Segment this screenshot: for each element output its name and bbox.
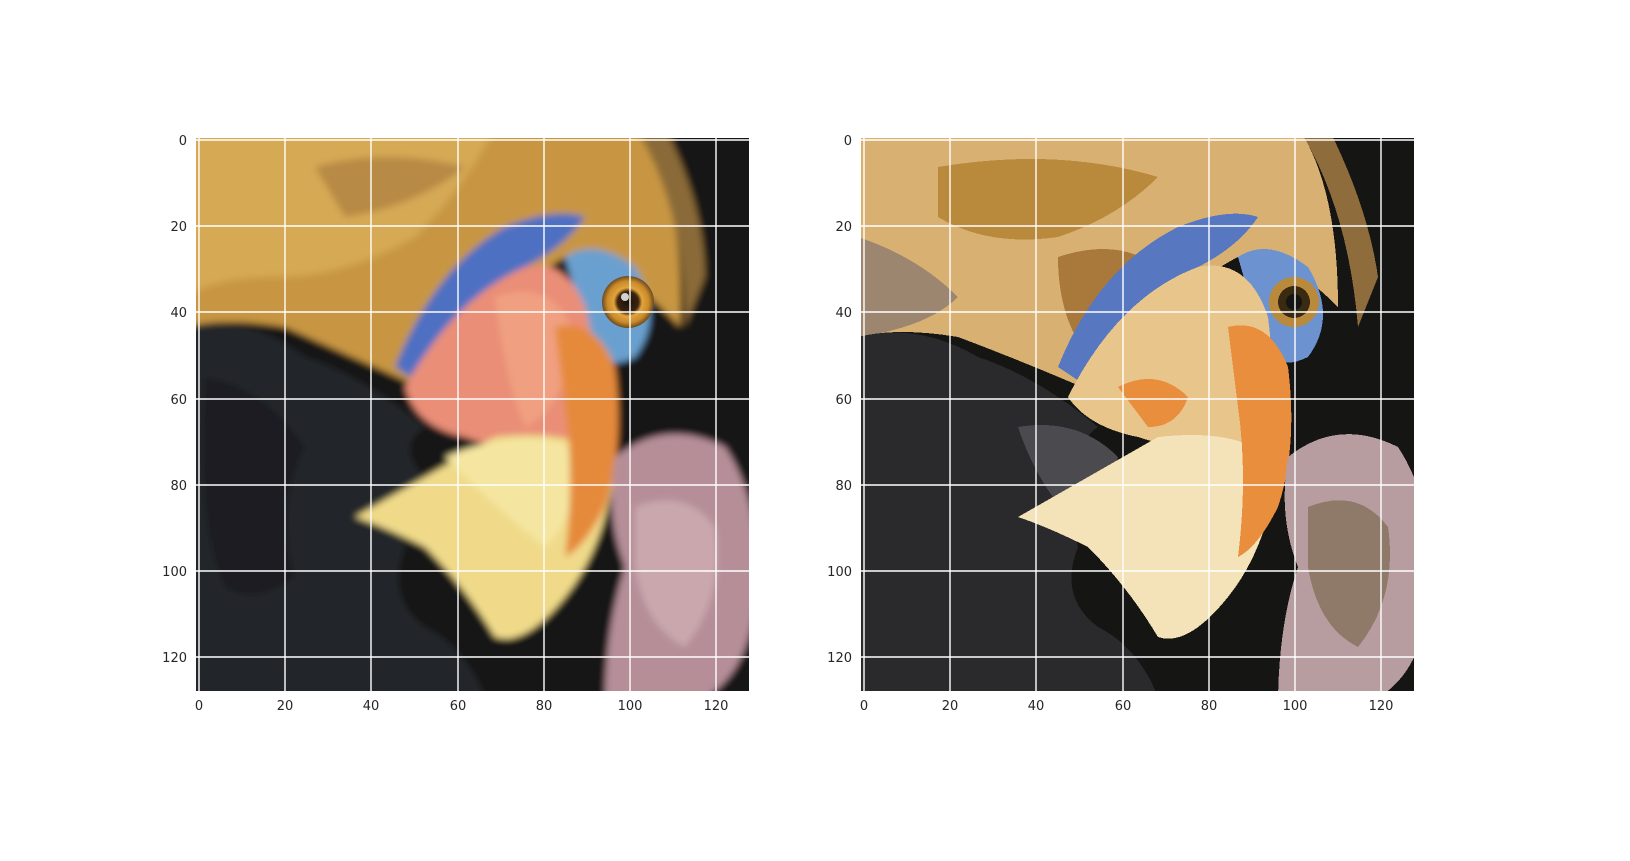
quantized-x-ticks: 0 20 40 60 80 100 120 [860, 699, 1394, 714]
original-y-ticks: 0 20 40 60 80 100 120 [162, 134, 187, 666]
y-tick-label: 20 [170, 220, 187, 235]
y-tick-label: 20 [835, 220, 852, 235]
y-tick-label: 80 [835, 479, 852, 494]
y-tick-label: 60 [835, 393, 852, 408]
quantized-image-axes: 0 20 40 60 80 100 120 0 20 40 60 80 100 … [827, 134, 1414, 714]
quantized-y-ticks: 0 20 40 60 80 100 120 [827, 134, 852, 666]
y-tick-label: 80 [170, 479, 187, 494]
original-x-ticks: 0 20 40 60 80 100 120 [195, 699, 729, 714]
original-grid [196, 138, 749, 691]
y-tick-label: 60 [170, 393, 187, 408]
original-image-axes: 0 20 40 60 80 100 120 0 20 40 60 80 100 … [162, 134, 749, 714]
y-tick-label: 100 [162, 565, 187, 580]
parrot-photo-icon [196, 138, 749, 691]
x-tick-label: 120 [704, 699, 729, 714]
quantized-image-panel: 0 20 40 60 80 100 120 0 20 40 60 80 100 … [827, 127, 1478, 767]
y-tick-label: 0 [179, 134, 187, 149]
x-tick-label: 100 [1283, 699, 1308, 714]
x-tick-label: 40 [1028, 699, 1045, 714]
quantized-grid [861, 138, 1414, 691]
x-tick-label: 20 [277, 699, 294, 714]
y-tick-label: 100 [827, 565, 852, 580]
x-tick-label: 100 [618, 699, 643, 714]
y-tick-label: 0 [844, 134, 852, 149]
x-tick-label: 20 [942, 699, 959, 714]
y-tick-label: 120 [162, 651, 187, 666]
x-tick-label: 60 [1115, 699, 1132, 714]
y-tick-label: 40 [170, 306, 187, 321]
x-tick-label: 0 [860, 699, 868, 714]
x-tick-label: 120 [1369, 699, 1394, 714]
y-tick-label: 40 [835, 306, 852, 321]
x-tick-label: 40 [363, 699, 380, 714]
x-tick-label: 80 [536, 699, 553, 714]
y-tick-label: 120 [827, 651, 852, 666]
x-tick-label: 80 [1201, 699, 1218, 714]
x-tick-label: 0 [195, 699, 203, 714]
x-tick-label: 60 [450, 699, 467, 714]
parrot-quantized-icon [861, 138, 1414, 691]
original-image-panel: 0 20 40 60 80 100 120 0 20 40 60 80 100 … [162, 127, 785, 767]
